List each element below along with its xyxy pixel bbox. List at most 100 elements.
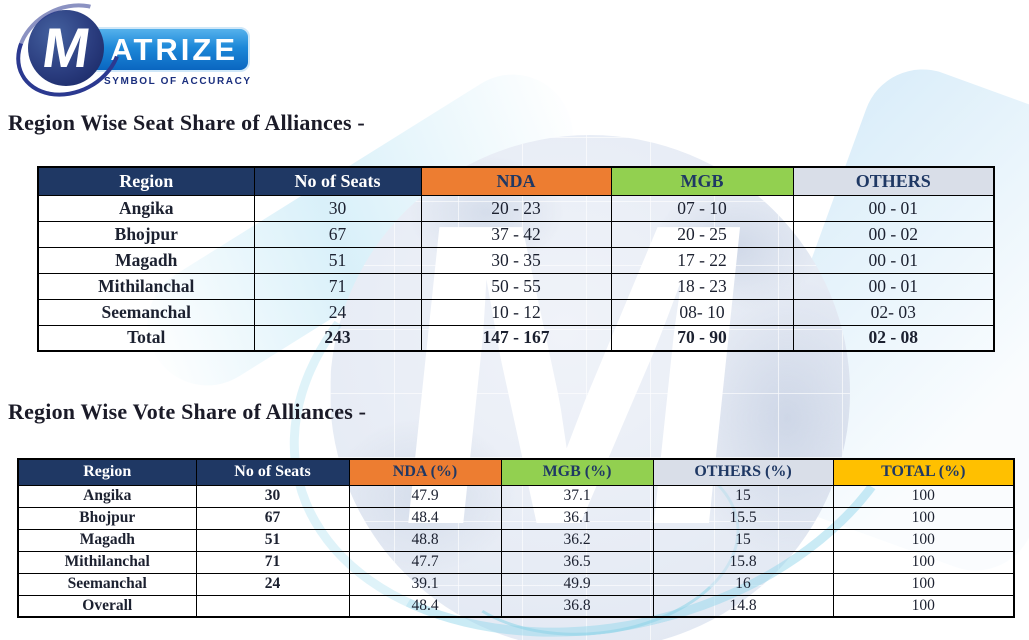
table-row: Seemanchal 24 39.1 49.9 16 100 bbox=[17, 572, 1015, 596]
seat-share-title: Region Wise Seat Share of Alliances - bbox=[8, 110, 365, 135]
globe-icon: M bbox=[28, 10, 104, 86]
table-cell: 48.4 bbox=[348, 506, 502, 530]
table-cell: 36.2 bbox=[500, 528, 654, 552]
table-cell: 14.8 bbox=[652, 594, 834, 618]
table-cell: 18 - 23 bbox=[610, 272, 794, 300]
table-cell: Angika bbox=[37, 194, 255, 222]
table-row: Overall 48.4 36.8 14.8 100 bbox=[17, 594, 1015, 618]
table-cell: Magadh bbox=[17, 528, 197, 552]
table-cell: Angika bbox=[17, 484, 197, 508]
orbit-ring-icon bbox=[0, 0, 139, 115]
table-cell: 10 - 12 bbox=[420, 298, 612, 326]
table-cell: 51 bbox=[253, 246, 422, 274]
table-cell: 00 - 01 bbox=[792, 194, 995, 222]
table-cell: Magadh bbox=[37, 246, 255, 274]
table-cell: 08- 10 bbox=[610, 298, 794, 326]
table-cell bbox=[195, 594, 350, 618]
table-cell: 71 bbox=[253, 272, 422, 300]
table-cell: 24 bbox=[195, 572, 350, 596]
table-row: Mithilanchal 71 47.7 36.5 15.8 100 bbox=[17, 550, 1015, 574]
logo-tagline: SYMBOL OF ACCURACY bbox=[104, 76, 252, 87]
column-header: OTHERS (%) bbox=[652, 458, 834, 486]
table-row: Total 243 147 - 167 70 - 90 02 - 08 bbox=[37, 324, 995, 352]
table-cell: 15 bbox=[652, 484, 834, 508]
header-row: Region No of Seats NDA (%) MGB (%) OTHERS (%… bbox=[17, 458, 1015, 486]
table-cell: 67 bbox=[253, 220, 422, 248]
column-header: Region bbox=[37, 166, 255, 196]
column-header: MGB (%) bbox=[500, 458, 654, 486]
table-cell: 16 bbox=[652, 572, 834, 596]
table-cell: 100 bbox=[832, 484, 1015, 508]
table-cell: 100 bbox=[832, 594, 1015, 618]
table-cell: Mithilanchal bbox=[37, 272, 255, 300]
table-cell: 00 - 01 bbox=[792, 246, 995, 274]
table-row: Magadh 51 48.8 36.2 15 100 bbox=[17, 528, 1015, 552]
table-cell: 36.8 bbox=[500, 594, 654, 618]
table-cell: 02 - 08 bbox=[792, 324, 995, 352]
table-row: Angika 30 20 - 23 07 - 10 00 - 01 bbox=[37, 194, 995, 222]
table-cell: 30 bbox=[253, 194, 422, 222]
table-cell: 30 - 35 bbox=[420, 246, 612, 274]
column-header: No of Seats bbox=[195, 458, 350, 486]
column-header: NDA bbox=[420, 166, 612, 196]
column-header: NDA (%) bbox=[348, 458, 502, 486]
header-row: Region No of Seats NDA MGB OTHERS bbox=[37, 166, 995, 196]
table-cell: 20 - 23 bbox=[420, 194, 612, 222]
seat-share-table: Region No of Seats NDA MGB OTHERS Angika 30 20 … bbox=[37, 166, 995, 352]
table-cell: 20 - 25 bbox=[610, 220, 794, 248]
matrize-logo: ATRIZE M SYMBOL OF ACCURACY bbox=[0, 0, 260, 115]
table-cell: 100 bbox=[832, 550, 1015, 574]
table-cell: 48.8 bbox=[348, 528, 502, 552]
column-header: OTHERS bbox=[792, 166, 995, 196]
table-cell: 39.1 bbox=[348, 572, 502, 596]
table-cell: 48.4 bbox=[348, 594, 502, 618]
table-cell: 15.5 bbox=[652, 506, 834, 530]
table-cell: 67 bbox=[195, 506, 350, 530]
column-header: MGB bbox=[610, 166, 794, 196]
table-cell: Seemanchal bbox=[37, 298, 255, 326]
table-cell: 100 bbox=[832, 506, 1015, 530]
table-cell: Bhojpur bbox=[37, 220, 255, 248]
table-row: Bhojpur 67 37 - 42 20 - 25 00 - 02 bbox=[37, 220, 995, 248]
table-cell: 49.9 bbox=[500, 572, 654, 596]
table-row: Magadh 51 30 - 35 17 - 22 00 - 01 bbox=[37, 246, 995, 274]
table-row: Mithilanchal 71 50 - 55 18 - 23 00 - 01 bbox=[37, 272, 995, 300]
logo-wordmark: ATRIZE bbox=[80, 27, 250, 72]
table-cell: 70 - 90 bbox=[610, 324, 794, 352]
table-cell: Bhojpur bbox=[17, 506, 197, 530]
table-cell: 02- 03 bbox=[792, 298, 995, 326]
table-cell: Mithilanchal bbox=[17, 550, 197, 574]
table-cell: 47.7 bbox=[348, 550, 502, 574]
table-cell: 15.8 bbox=[652, 550, 834, 574]
table-cell: Seemanchal bbox=[17, 572, 197, 596]
table-cell: 07 - 10 bbox=[610, 194, 794, 222]
table-cell: 00 - 01 bbox=[792, 272, 995, 300]
column-header: Region bbox=[17, 458, 197, 486]
table-cell: 24 bbox=[253, 298, 422, 326]
table-cell: 17 - 22 bbox=[610, 246, 794, 274]
vote-share-table: Region No of Seats NDA (%) MGB (%) OTHERS (%… bbox=[17, 458, 1015, 618]
table-cell: 51 bbox=[195, 528, 350, 552]
table-row: Bhojpur 67 48.4 36.1 15.5 100 bbox=[17, 506, 1015, 530]
table-cell: 100 bbox=[832, 528, 1015, 552]
table-cell: 15 bbox=[652, 528, 834, 552]
table-cell: 243 bbox=[253, 324, 422, 352]
table-cell: Overall bbox=[17, 594, 197, 618]
table-cell: 147 - 167 bbox=[420, 324, 612, 352]
column-header: No of Seats bbox=[253, 166, 422, 196]
table-cell: 37 - 42 bbox=[420, 220, 612, 248]
column-header: TOTAL (%) bbox=[832, 458, 1015, 486]
table-cell: 47.9 bbox=[348, 484, 502, 508]
table-cell: Total bbox=[37, 324, 255, 352]
table-cell: 37.1 bbox=[500, 484, 654, 508]
logo-wordmark-text: ATRIZE bbox=[110, 31, 238, 67]
table-cell: 100 bbox=[832, 572, 1015, 596]
table-cell: 36.1 bbox=[500, 506, 654, 530]
table-cell: 36.5 bbox=[500, 550, 654, 574]
table-cell: 50 - 55 bbox=[420, 272, 612, 300]
table-cell: 71 bbox=[195, 550, 350, 574]
table-cell: 00 - 02 bbox=[792, 220, 995, 248]
table-row: Seemanchal 24 10 - 12 08- 10 02- 03 bbox=[37, 298, 995, 326]
vote-share-title: Region Wise Vote Share of Alliances - bbox=[8, 399, 367, 424]
